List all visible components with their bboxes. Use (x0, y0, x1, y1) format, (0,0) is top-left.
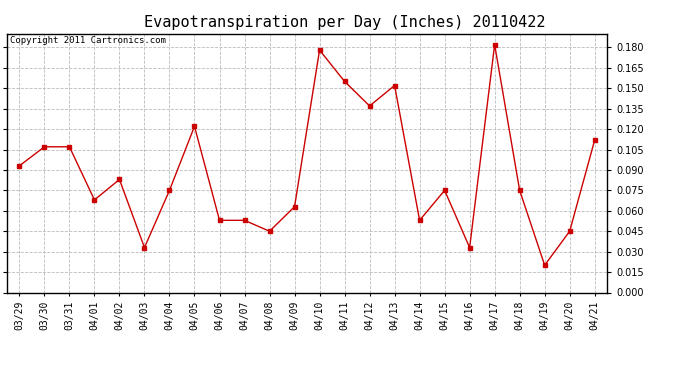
Text: Copyright 2011 Cartronics.com: Copyright 2011 Cartronics.com (10, 36, 166, 45)
Text: Evapotranspiration per Day (Inches) 20110422: Evapotranspiration per Day (Inches) 2011… (144, 15, 546, 30)
